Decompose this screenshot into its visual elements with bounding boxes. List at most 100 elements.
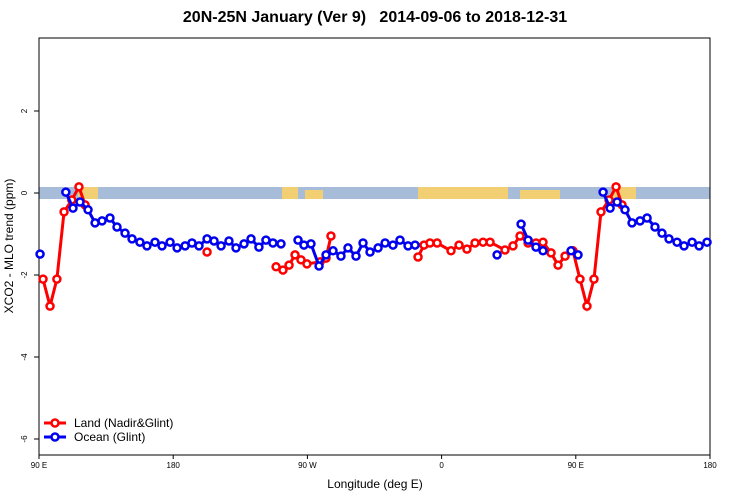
data-point bbox=[553, 260, 563, 270]
x-tick-label: 180 bbox=[167, 461, 181, 470]
plot-frame bbox=[38, 37, 711, 456]
data-point bbox=[560, 251, 570, 261]
data-point bbox=[83, 205, 93, 215]
data-point bbox=[657, 228, 667, 238]
data-point bbox=[672, 237, 682, 247]
data-point bbox=[492, 250, 502, 260]
y-axis-label: XCO2 - MLO trend (ppm) bbox=[2, 179, 16, 314]
data-point bbox=[105, 213, 115, 223]
y-tick-label: 0 bbox=[20, 190, 29, 195]
data-point bbox=[413, 252, 423, 262]
data-point bbox=[246, 234, 256, 244]
data-point bbox=[462, 244, 472, 254]
data-point bbox=[388, 240, 398, 250]
data-point bbox=[293, 235, 303, 245]
legend-label: Ocean (Glint) bbox=[74, 430, 145, 444]
data-point bbox=[321, 250, 331, 260]
x-tick-label: 180 bbox=[703, 461, 717, 470]
data-point bbox=[35, 249, 45, 259]
data-point bbox=[135, 237, 145, 247]
data-point bbox=[395, 235, 405, 245]
data-point bbox=[351, 251, 361, 261]
data-point bbox=[97, 216, 107, 226]
data-point bbox=[538, 237, 548, 247]
data-point bbox=[120, 228, 130, 238]
data-point bbox=[336, 251, 346, 261]
data-point bbox=[254, 242, 264, 252]
y-tick-label: -2 bbox=[20, 271, 29, 279]
data-point bbox=[598, 187, 608, 197]
data-point bbox=[589, 274, 599, 284]
data-point bbox=[538, 246, 548, 256]
data-point bbox=[157, 241, 167, 251]
data-point bbox=[410, 240, 420, 250]
data-point bbox=[702, 237, 712, 247]
data-point bbox=[45, 301, 55, 311]
y-tick-label: -6 bbox=[20, 435, 29, 443]
data-point bbox=[642, 213, 652, 223]
data-point bbox=[582, 301, 592, 311]
chart-title: 20N-25N January (Ver 9) 2014-09-06 to 20… bbox=[183, 9, 567, 26]
data-point bbox=[612, 197, 622, 207]
data-point bbox=[454, 240, 464, 250]
data-point bbox=[575, 274, 585, 284]
data-point bbox=[326, 231, 336, 241]
data-point bbox=[224, 236, 234, 246]
data-point bbox=[74, 182, 84, 192]
data-point bbox=[650, 222, 660, 232]
data-point bbox=[52, 274, 62, 284]
data-point bbox=[61, 187, 71, 197]
data-point bbox=[296, 255, 306, 265]
data-point bbox=[127, 234, 137, 244]
data-point bbox=[194, 241, 204, 251]
data-point bbox=[278, 265, 288, 275]
map-strip bbox=[39, 187, 710, 199]
data-point bbox=[620, 205, 630, 215]
data-point bbox=[679, 241, 689, 251]
data-point bbox=[446, 246, 456, 256]
data-point bbox=[284, 260, 294, 270]
data-point bbox=[276, 239, 286, 249]
data-point bbox=[239, 239, 249, 249]
x-tick-label: 90 W bbox=[298, 461, 317, 470]
data-point bbox=[500, 245, 510, 255]
data-point bbox=[358, 238, 368, 248]
data-point bbox=[59, 207, 69, 217]
data-point bbox=[172, 243, 182, 253]
data-point bbox=[687, 237, 697, 247]
data-point bbox=[165, 237, 175, 247]
data-point bbox=[611, 182, 621, 192]
data-point bbox=[516, 219, 526, 229]
legend-label: Land (Nadir&Glint) bbox=[74, 416, 173, 430]
data-point bbox=[150, 237, 160, 247]
data-point bbox=[268, 238, 278, 248]
data-point bbox=[290, 250, 300, 260]
data-point bbox=[75, 197, 85, 207]
y-tick-label: 2 bbox=[20, 108, 29, 113]
data-point bbox=[38, 274, 48, 284]
data-point bbox=[365, 247, 375, 257]
data-point bbox=[380, 238, 390, 248]
data-point bbox=[306, 239, 316, 249]
data-point bbox=[373, 243, 383, 253]
y-tick-label: -4 bbox=[20, 353, 29, 361]
data-point bbox=[432, 238, 442, 248]
data-point bbox=[231, 243, 241, 253]
data-point bbox=[515, 231, 525, 241]
x-tick-label: 0 bbox=[439, 461, 444, 470]
data-point bbox=[343, 243, 353, 253]
data-point bbox=[605, 203, 615, 213]
data-point bbox=[531, 242, 541, 252]
legend-marker bbox=[50, 432, 60, 442]
data-point bbox=[596, 207, 606, 217]
data-point bbox=[508, 241, 518, 251]
data-point bbox=[694, 241, 704, 251]
data-point bbox=[142, 241, 152, 251]
data-point bbox=[68, 203, 78, 213]
data-point bbox=[523, 235, 533, 245]
data-point bbox=[302, 259, 312, 269]
x-tick-label: 90 E bbox=[31, 461, 47, 470]
data-point bbox=[546, 248, 556, 258]
data-point bbox=[664, 234, 674, 244]
